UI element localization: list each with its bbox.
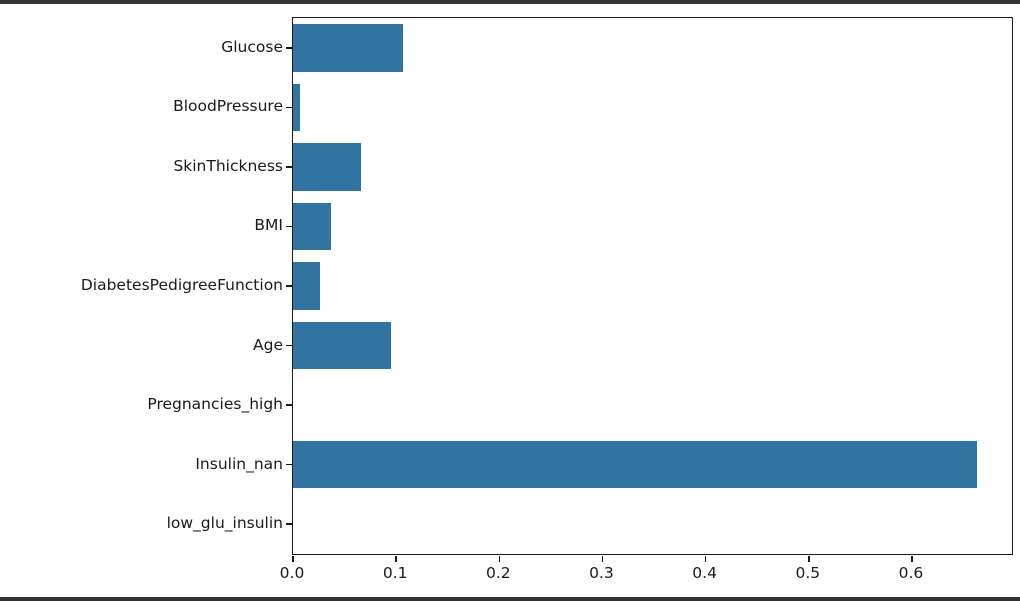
y-tick-label: Age <box>253 335 283 354</box>
y-tick-mark <box>285 47 292 49</box>
bar-bloodpressure <box>293 83 301 132</box>
y-tick-label: BMI <box>254 216 283 235</box>
y-tick-label: Insulin_nan <box>195 454 283 473</box>
x-tick-label: 0.3 <box>589 564 614 582</box>
x-tick-mark <box>601 555 604 562</box>
y-tick-label: BloodPressure <box>173 97 283 116</box>
x-tick-mark <box>395 555 397 562</box>
x-tick-label: 0.5 <box>795 564 821 582</box>
y-tick-label: DiabetesPedigreeFunction <box>80 276 283 294</box>
x-tick-label: 0.4 <box>692 564 717 582</box>
y-tick-mark <box>285 463 292 466</box>
window-border-top <box>0 0 1020 4</box>
window-border-bottom <box>0 597 1020 601</box>
bar-skinthickness <box>293 143 362 191</box>
x-tick-label: 0.6 <box>898 564 924 582</box>
x-tick-label: 0.0 <box>279 564 305 582</box>
y-tick-mark <box>285 404 292 406</box>
y-tick-mark <box>285 225 292 228</box>
x-tick-mark <box>498 555 501 562</box>
y-tick-mark <box>285 166 292 168</box>
bar-age <box>293 321 391 370</box>
y-tick-label: Pregnancies_high <box>147 395 283 414</box>
bar-insulin_nan <box>293 440 977 489</box>
x-tick-label: 0.1 <box>382 564 408 582</box>
bar-bmi <box>293 202 332 251</box>
x-tick-mark <box>808 555 810 562</box>
y-tick-mark <box>285 106 292 109</box>
x-tick-mark <box>292 555 294 562</box>
y-tick-label: SkinThickness <box>173 156 283 175</box>
x-tick-mark <box>704 555 707 562</box>
x-tick-label: 0.2 <box>485 564 511 582</box>
plot-area <box>285 17 1013 562</box>
y-tick-mark <box>285 523 292 525</box>
x-tick-mark <box>911 555 913 562</box>
y-tick-mark <box>285 285 292 287</box>
bar-diabetespedigreefunction <box>293 262 320 310</box>
y-tick-label: low_glu_insulin <box>166 514 283 533</box>
y-tick-label: Glucose <box>221 37 283 56</box>
bar-glucose <box>293 23 404 72</box>
y-tick-mark <box>285 344 292 347</box>
